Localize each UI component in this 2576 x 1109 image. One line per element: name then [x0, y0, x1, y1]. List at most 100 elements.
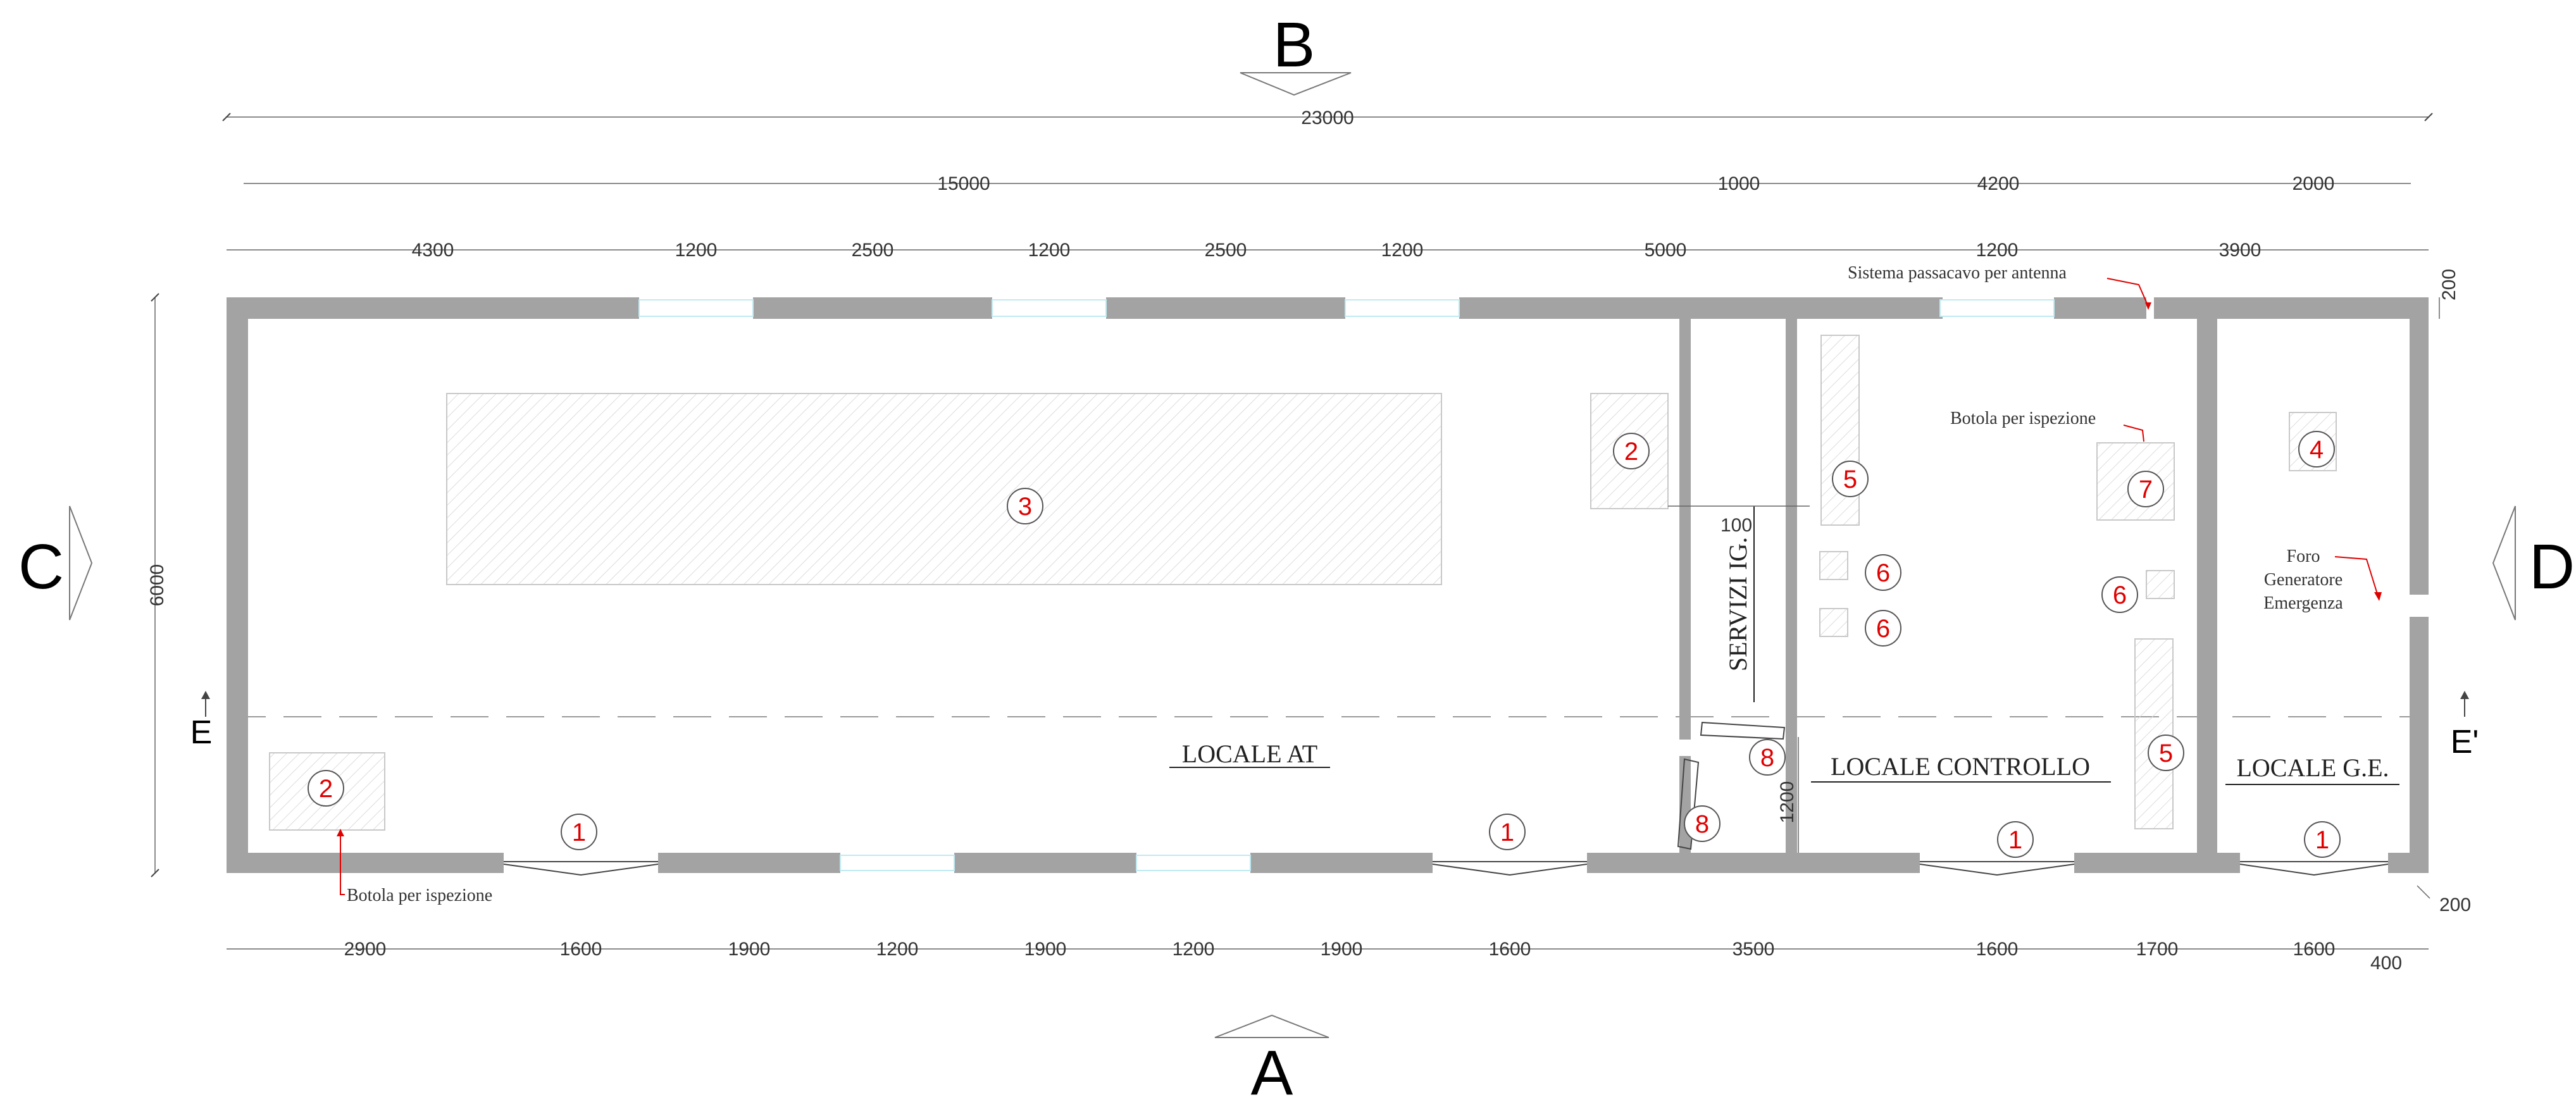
outer-walls	[227, 297, 2429, 873]
dim-bottom-7: 1900	[1321, 939, 1363, 960]
view-label-b: B	[1273, 9, 1316, 80]
equipment-area-3	[446, 393, 1442, 585]
dim-bottom-6: 1200	[1173, 939, 1215, 960]
note-generator-hole-1: Foro	[2287, 547, 2320, 566]
note-inspection-hatch-bottom: Botola per ispezione	[347, 886, 492, 905]
doors	[503, 721, 2389, 876]
marker-circle-8a	[1749, 739, 1786, 776]
dimension-texts: 23000 15000 1000 4200 2000 4300 1200 250…	[147, 108, 2471, 974]
marker-circle-8b	[1684, 805, 1720, 842]
view-label-d: D	[2529, 531, 2575, 602]
room-label-locale-ge: LOCALE G.E.	[2236, 753, 2389, 782]
note-inspection-hatch-top: Botola per ispezione	[1950, 409, 2096, 428]
dim-bottom-8: 1600	[1489, 939, 1531, 960]
dim-bottom-11: 1700	[2136, 939, 2179, 960]
marker-1c: 1	[2008, 826, 2022, 854]
equipment-area-5-bottom	[2134, 638, 2174, 829]
dim-bottom-4: 1200	[876, 939, 919, 960]
marker-5b: 5	[2159, 740, 2173, 767]
section-label-e: E	[190, 714, 213, 751]
marker-6c: 6	[2113, 581, 2127, 609]
room-label-locale-at: LOCALE AT	[1182, 740, 1317, 768]
dim-top-9: 3900	[2219, 240, 2262, 261]
marker-3: 3	[1018, 493, 1032, 521]
dim-group-3: 4200	[1977, 173, 2020, 194]
marker-circle-1c	[1997, 821, 2034, 858]
dim-bottom-5: 1900	[1024, 939, 1067, 960]
dim-top-1: 4300	[412, 240, 454, 261]
dim-group-4: 2000	[2293, 173, 2335, 194]
dim-group-1: 15000	[937, 173, 990, 194]
view-marker-c: C	[18, 505, 93, 621]
windows	[638, 299, 2055, 871]
marker-2-bottom: 2	[319, 775, 333, 803]
marker-circle-1a	[561, 814, 597, 850]
note-generator-hole-3: Emergenza	[2263, 593, 2343, 613]
dim-overall-height: 6000	[147, 564, 168, 607]
equipment-area-6b	[1819, 608, 1848, 637]
marker-6a: 6	[1876, 559, 1890, 587]
dim-wall-bottom: 200	[2439, 895, 2471, 915]
dim-top-7: 5000	[1645, 240, 1687, 261]
room-label-locale-controllo: LOCALE CONTROLLO	[1831, 752, 2090, 781]
view-marker-d: D	[2492, 505, 2575, 621]
marker-7: 7	[2139, 476, 2153, 504]
marker-circle-6b	[1865, 610, 1901, 647]
marker-circle-2-bottom	[308, 770, 344, 807]
marker-2-top: 2	[1624, 438, 1638, 466]
note-cable-passage: Sistema passacavo per antenna	[1848, 263, 2067, 283]
equipment-area-6a	[1819, 551, 1848, 580]
dim-bottom-2: 1600	[560, 939, 602, 960]
section-label-e-prime: E'	[2451, 724, 2479, 760]
dim-bottom-extra: 400	[2370, 953, 2402, 974]
dim-partition-gap: 100	[1720, 515, 1752, 536]
room-labels: LOCALE AT LOCALE CONTROLLO LOCALE G.E. S…	[1169, 506, 2399, 785]
dim-top-4: 1200	[1028, 240, 1071, 261]
marker-circle-5b	[2148, 734, 2184, 771]
marker-circle-1b	[1489, 814, 1526, 850]
dim-top-5: 2500	[1205, 240, 1247, 261]
marker-circle-7	[2127, 471, 2164, 507]
marker-1b: 1	[1500, 819, 1514, 846]
dim-group-2: 1000	[1718, 173, 1760, 194]
marker-5a: 5	[1843, 466, 1857, 493]
view-label-a: A	[1251, 1038, 1293, 1108]
marker-8a: 8	[1760, 744, 1774, 772]
marker-8b: 8	[1695, 810, 1709, 838]
dim-bottom-10: 1600	[1976, 939, 2019, 960]
dim-bottom-9: 3500	[1733, 939, 1775, 960]
view-marker-a: A	[1214, 1014, 1329, 1108]
marker-1d: 1	[2315, 826, 2329, 854]
interior-walls	[1679, 319, 2217, 853]
dim-top-3: 2500	[852, 240, 894, 261]
view-marker-b: B	[1240, 9, 1352, 96]
marker-circle-1d	[2304, 821, 2341, 858]
dim-top-8: 1200	[1976, 240, 2019, 261]
equipment-area-6c	[2146, 570, 2175, 599]
marker-1a: 1	[572, 819, 586, 846]
marker-circle-5a	[1832, 461, 1869, 497]
marker-6b: 6	[1876, 615, 1890, 643]
view-label-c: C	[18, 531, 64, 602]
marker-circle-3	[1007, 488, 1043, 524]
section-marker-e-prime: E'	[2451, 691, 2479, 760]
dim-bottom-1: 2900	[344, 939, 387, 960]
marker-4: 4	[2310, 436, 2324, 464]
dim-bottom-12: 1600	[2293, 939, 2336, 960]
equipment-marker-labels: 3 2 2 1 1 1 1 5 5 6 6 6 7 4 8 8	[319, 436, 2329, 854]
dim-top-6: 1200	[1381, 240, 1424, 261]
dim-top-2: 1200	[675, 240, 718, 261]
marker-circle-6a	[1865, 554, 1901, 591]
section-marker-e: E	[190, 691, 213, 751]
marker-circle-4	[2298, 431, 2335, 468]
dim-services-door: 1200	[1777, 781, 1798, 824]
marker-circle-6c	[2101, 576, 2138, 613]
marker-circle-2-top	[1613, 433, 1650, 469]
note-generator-hole-2: Generatore	[2264, 570, 2343, 590]
dim-bottom-3: 1900	[728, 939, 771, 960]
room-label-servizi: SERVIZI IG.	[1724, 537, 1752, 671]
annotations: Sistema passacavo per antenna Botola per…	[337, 263, 2382, 905]
equipment-areas	[269, 335, 2337, 831]
dimension-lines	[151, 113, 2440, 950]
